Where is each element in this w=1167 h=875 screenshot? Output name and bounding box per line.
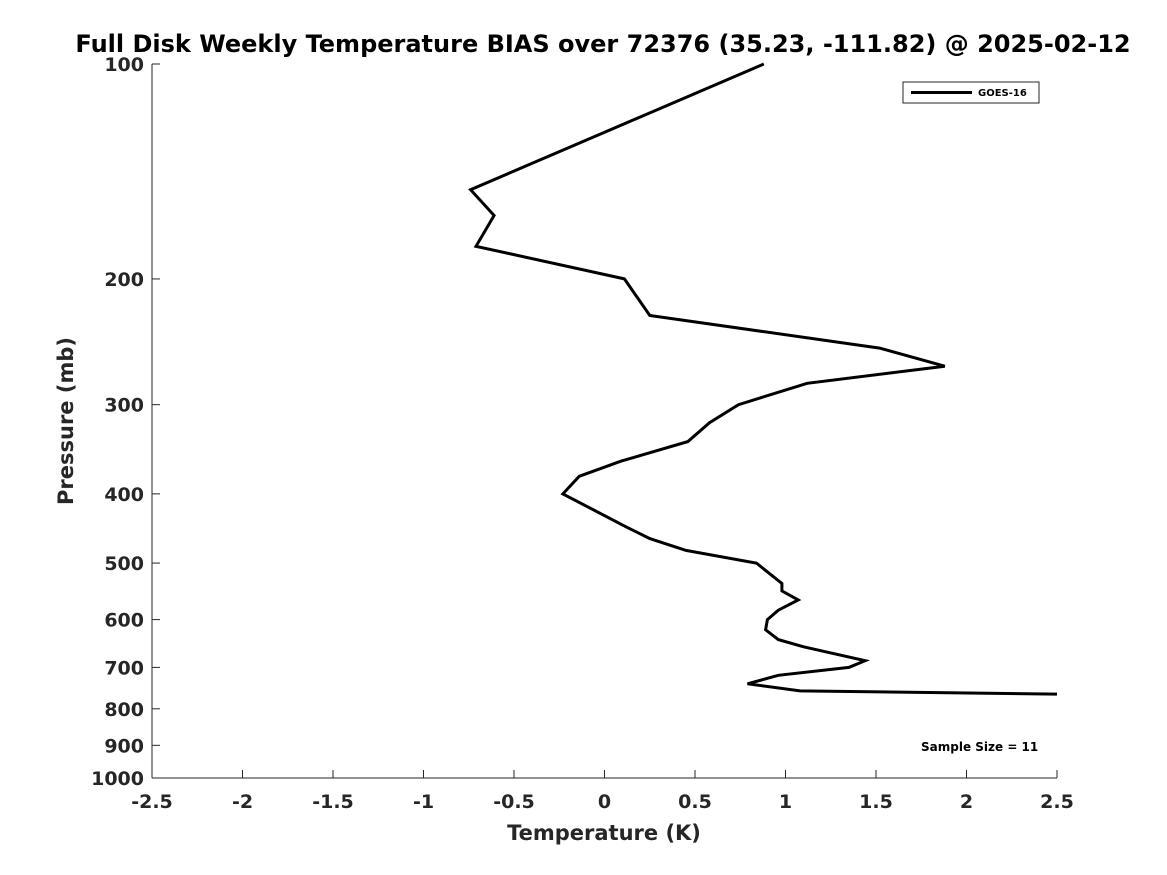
y-tick-label: 600 <box>104 610 144 632</box>
legend: GOES-16 <box>902 81 1040 104</box>
x-axis-label: Temperature (K) <box>507 821 701 845</box>
y-tick-label: 700 <box>104 657 144 679</box>
y-tick-label: 1000 <box>91 768 144 790</box>
x-tick-label: 1 <box>779 791 792 813</box>
x-tick-label: 0 <box>598 791 611 813</box>
x-tick-label: -1 <box>413 791 434 813</box>
y-tick-label: 100 <box>104 54 144 76</box>
y-tick-label: 900 <box>104 735 144 757</box>
x-axis-ticks: -2.5 -2 -1.5 -1 -0.5 0 0.5 1 1.5 2 2.5 <box>131 770 1074 813</box>
x-tick-label: -1.5 <box>312 791 354 813</box>
y-tick-label: 200 <box>104 269 144 291</box>
x-tick-label: -2 <box>232 791 253 813</box>
x-tick-label: -0.5 <box>493 791 535 813</box>
y-axis-ticks: 100 200 300 400 500 600 700 800 900 1000 <box>91 54 160 790</box>
y-tick-label: 800 <box>104 699 144 721</box>
y-tick-label: 500 <box>104 553 144 575</box>
series-layer <box>468 62 1058 696</box>
y-axis-label: Pressure (mb) <box>54 337 78 505</box>
y-tick-label: 300 <box>104 395 144 417</box>
x-tick-label: 2 <box>960 791 973 813</box>
legend-label: GOES-16 <box>978 88 1027 99</box>
x-tick-label: 1.5 <box>859 791 893 813</box>
y-tick-label: 400 <box>104 484 144 506</box>
x-tick-label: 0.5 <box>678 791 712 813</box>
x-tick-label: 2.5 <box>1040 791 1074 813</box>
chart-title: Full Disk Weekly Temperature BIAS over 7… <box>75 30 1130 58</box>
sample-size-annotation: Sample Size = 11 <box>921 740 1038 754</box>
x-tick-label: -2.5 <box>131 791 173 813</box>
